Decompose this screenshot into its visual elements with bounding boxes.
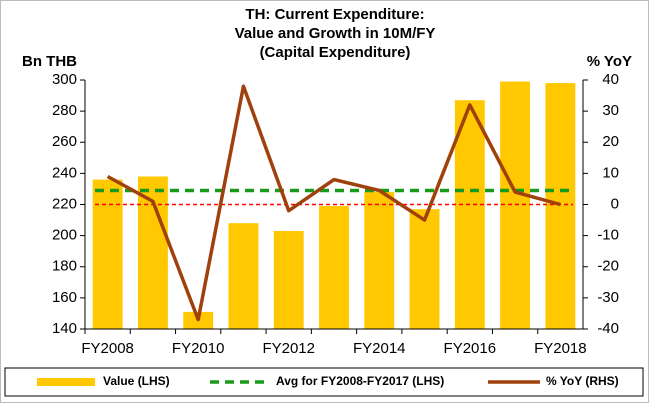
y-tick-label: 240 — [52, 164, 77, 181]
legend-label: Avg for FY2008-FY2017 (LHS) — [276, 374, 444, 388]
y-tick-label: 280 — [52, 102, 77, 119]
y-axis-label: Bn THB — [22, 53, 77, 70]
y-tick-label: 160 — [52, 289, 77, 306]
y2-tick-label: 0 — [611, 195, 619, 212]
bar — [92, 179, 123, 329]
bar — [545, 83, 576, 329]
y2-tick-label: 30 — [602, 102, 619, 119]
legend-label: % YoY (RHS) — [546, 374, 619, 388]
bar — [454, 100, 485, 329]
y2-tick-label: 20 — [602, 133, 619, 150]
y2-tick-label: -40 — [597, 320, 619, 337]
y2-tick-label: -10 — [597, 227, 619, 244]
chart-title: TH: Current Expenditure: — [245, 6, 424, 23]
y-tick-label: 300 — [52, 71, 77, 88]
x-tick-label: FY2016 — [444, 340, 497, 357]
y2-tick-label: -20 — [597, 258, 619, 275]
y-tick-label: 180 — [52, 258, 77, 275]
y-tick-label: 260 — [52, 133, 77, 150]
bar — [319, 206, 349, 329]
x-tick-label: FY2012 — [262, 340, 315, 357]
x-tick-label: FY2014 — [353, 340, 406, 357]
y2-axis-label: % YoY — [587, 53, 632, 70]
legend-label: Value (LHS) — [103, 374, 170, 388]
x-tick-label: FY2008 — [81, 340, 134, 357]
y-tick-label: 200 — [52, 227, 77, 244]
chart-title: Value and Growth in 10M/FY — [235, 25, 436, 42]
y2-tick-label: -30 — [597, 289, 619, 306]
bar — [273, 230, 304, 329]
y-tick-label: 220 — [52, 195, 77, 212]
chart-title: (Capital Expenditure) — [260, 44, 411, 61]
y-tick-label: 140 — [52, 320, 77, 337]
bar — [500, 81, 531, 330]
x-tick-label: FY2018 — [534, 340, 587, 357]
bar — [228, 223, 259, 329]
y2-tick-label: 40 — [602, 71, 619, 88]
x-tick-label: FY2010 — [172, 340, 225, 357]
bar — [137, 176, 168, 329]
line — [106, 84, 561, 322]
legend-swatch — [37, 378, 95, 386]
bar — [409, 209, 440, 329]
y2-tick-label: 10 — [602, 164, 619, 181]
bar — [364, 192, 395, 329]
